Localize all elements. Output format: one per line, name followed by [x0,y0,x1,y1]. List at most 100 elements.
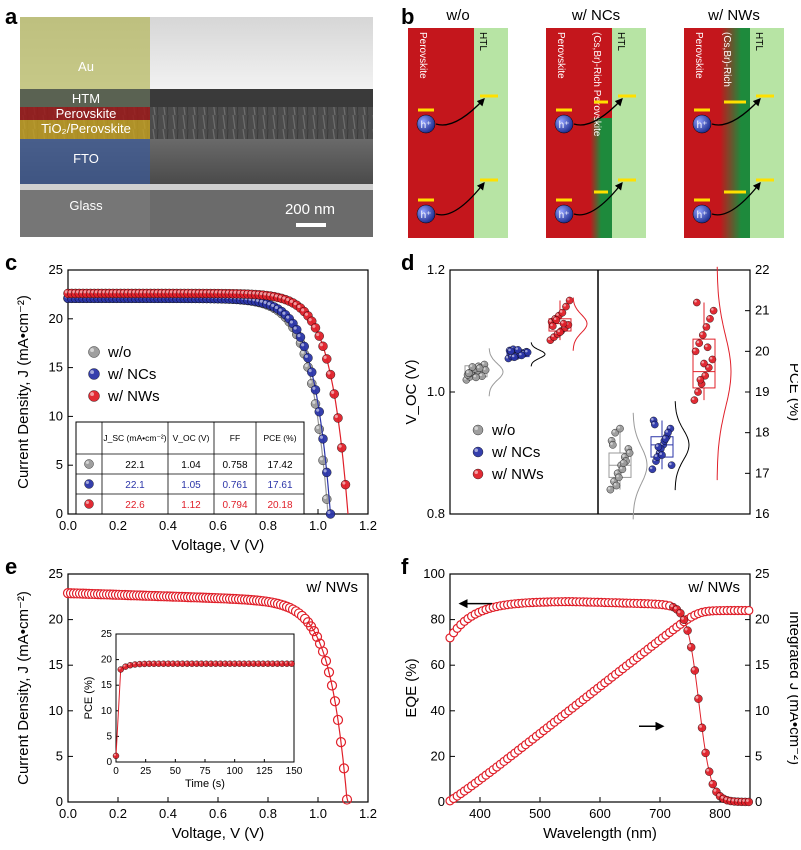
d-pce-point-0-highlight [617,426,620,429]
c-point-2 [322,354,332,364]
d-pce-point-2 [696,376,705,384]
c-legend-label-1: w/ NCs [107,366,156,383]
c-point-2 [310,323,321,333]
e-inset-point-highlight [137,661,140,665]
e-inset-point-highlight [261,661,264,664]
d-pce-point-2-highlight [700,332,703,336]
e-inset-point-highlight [170,661,173,664]
c-xtick-label: 0.4 [159,518,177,533]
e-xtick-label: 0.0 [59,806,77,821]
c-table-marker [84,459,94,469]
c-point-1 [295,332,306,342]
d-pce-point-2-highlight [701,361,704,364]
panel-letter-e: e [5,554,18,579]
f-ytick-right-label: 5 [755,748,762,763]
c-point-2-highlight [282,296,286,300]
c-table-cell: 0.758 [222,460,247,471]
c-table-header: V_OC (V) [173,433,210,443]
c-point-2 [333,413,343,423]
d-ytick-right-label: 22 [755,262,769,277]
d-pce-point-1-highlight [665,430,668,433]
f-eqe-point-highlight [684,627,688,631]
d-voc-point-2-highlight [561,321,564,324]
c-legend-marker-2-highlight [90,392,94,396]
e-inset-point-highlight [180,661,183,664]
f-eqe-point-highlight [674,606,677,610]
c-point-1 [325,509,336,519]
f-xtick-label: 600 [589,806,611,821]
f-eqe-point-highlight [670,604,674,608]
d-voc-point-1 [510,353,519,362]
f-ytick-left-label: 0 [438,794,445,809]
d-pce-point-0-highlight [615,470,618,474]
sem-label-fto: FTO [73,151,99,166]
panel-letter-f: f [401,554,409,579]
d-pce-point-0 [625,449,634,457]
d-legend-marker-0 [472,424,484,436]
sem-interface [20,184,373,190]
d-pce-point-0-highlight [616,474,619,478]
c-point-0-highlight [308,380,312,384]
c-point-2-highlight [312,324,316,328]
c-point-1-highlight [308,369,312,373]
e-inset-point-highlight [151,661,154,664]
d-pce-point-1-highlight [663,436,666,439]
c-point-2-highlight [263,292,267,296]
d-voc-point-1-highlight [505,355,509,359]
c-point-2 [337,443,347,453]
f-eqe-point-highlight [724,797,728,801]
c-xlabel: Voltage, V (V) [172,537,265,554]
e-point [308,626,320,637]
c-legend-label-0: w/o [107,344,131,361]
d-pce-point-1 [667,461,676,469]
d-pce-point-0 [608,441,617,449]
e-xtick-label: 1.2 [359,806,377,821]
schem-hole-label-1-1: h⁺ [559,210,570,221]
schem-title-1: w/ NCs [571,7,620,24]
c-table-header: FF [230,433,240,443]
d-pce-point-2-highlight [703,324,707,327]
c-point-2-highlight [338,444,342,448]
c-ytick-label: 10 [49,408,63,423]
c-table-cell: 17.42 [267,460,292,471]
e-ytick-label: 20 [49,612,63,627]
f-eqe-point [701,748,710,758]
c-ytick-label: 25 [49,262,63,277]
d-pce-point-1-highlight [651,417,654,421]
schem-htl-1 [612,28,646,238]
d-pce-point-2-highlight [702,373,706,376]
f-eqe-point [697,723,707,732]
schem-hole-label-2-1: h⁺ [697,210,708,221]
schem-hole-1-1 [554,204,574,224]
c-point-2-highlight [342,481,346,485]
e-inset-xtick-label: 100 [226,766,243,777]
f-eqe-point [683,626,692,635]
d-pce-point-2 [708,355,717,364]
d-voc-point-1-highlight [519,352,522,356]
schem-perovskite-0 [408,28,474,238]
e-inset-point-highlight [256,661,259,664]
d-pce-point-0-highlight [613,483,617,486]
c-point-2-highlight [308,318,312,322]
d-pce-point-2 [706,315,714,323]
c-point-1 [303,353,313,363]
e-ytick-label: 15 [49,657,63,672]
d-pce-point-0 [612,481,621,490]
c-point-1-highlight [256,298,260,302]
c-point-1-highlight [278,308,282,312]
e-inset-ytick-label: 20 [101,655,113,666]
e-inset-ytick-label: 15 [101,680,113,691]
schem-arrow-2-1 [711,181,761,216]
e-inset-xtick-label: 125 [256,766,273,777]
f-eqe-point-highlight [728,798,731,802]
sem-label-au: Au [78,59,94,74]
schem-hole-label-2-0: h⁺ [697,120,708,131]
c-point-2-highlight [331,390,335,394]
e-inset-point-highlight [142,661,145,664]
c-point-1-highlight [297,333,301,338]
f-ylabel-right: Integrated J (mA•cm⁻²) [786,611,798,765]
f-frame [449,573,751,803]
e-inset-point-highlight [270,661,273,664]
c-point-1-highlight [289,320,293,324]
e-inset-point-highlight [132,662,135,665]
